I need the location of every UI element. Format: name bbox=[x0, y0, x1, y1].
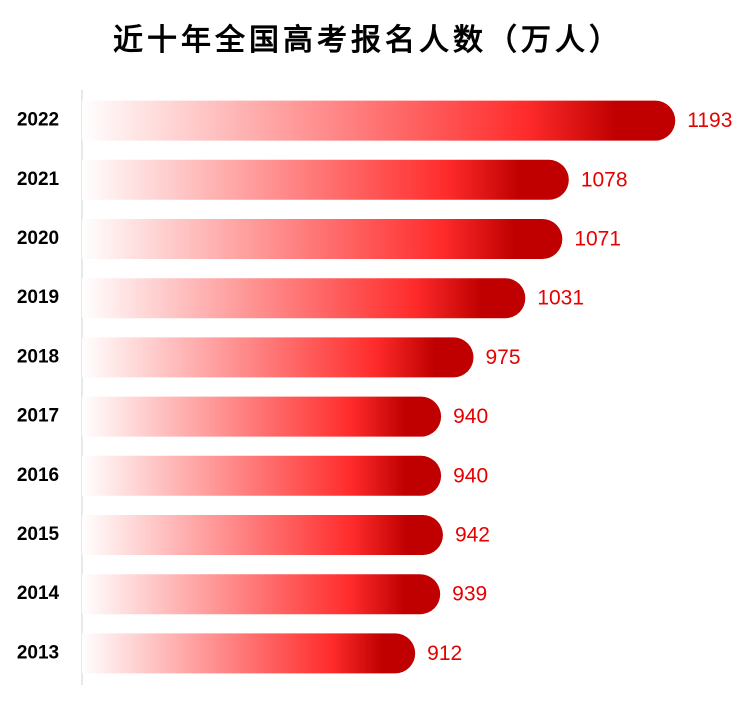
bar bbox=[82, 515, 443, 555]
data-label: 1193 bbox=[687, 109, 732, 132]
bar bbox=[82, 396, 442, 437]
bar bbox=[82, 278, 526, 319]
y-tick-label: 2021 bbox=[17, 169, 60, 190]
bar bbox=[82, 633, 416, 674]
y-tick-label: 2019 bbox=[17, 287, 59, 308]
data-label: 1071 bbox=[574, 228, 621, 251]
y-tick-label: 2017 bbox=[17, 406, 59, 427]
bar bbox=[82, 337, 474, 378]
y-tick-label: 2022 bbox=[17, 110, 59, 131]
data-label: 939 bbox=[452, 583, 487, 606]
bar bbox=[82, 219, 563, 259]
data-label: 1031 bbox=[537, 287, 584, 310]
data-label: 940 bbox=[453, 464, 488, 487]
bar bbox=[82, 574, 441, 615]
y-tick-label: 2014 bbox=[17, 583, 60, 604]
y-tick-label: 2015 bbox=[17, 524, 60, 545]
y-tick-label: 2020 bbox=[17, 228, 59, 249]
data-label: 940 bbox=[453, 405, 488, 428]
bar bbox=[82, 455, 442, 496]
bar bbox=[82, 100, 676, 141]
y-tick-label: 2016 bbox=[17, 465, 59, 486]
chart-title: 近十年全国高考报名人数（万人） bbox=[113, 23, 623, 58]
data-label: 1078 bbox=[581, 168, 628, 191]
data-label: 975 bbox=[485, 346, 520, 369]
bar bbox=[82, 159, 569, 200]
data-label: 912 bbox=[427, 642, 462, 665]
y-tick-label: 2013 bbox=[17, 642, 59, 663]
y-tick-label: 2018 bbox=[17, 346, 59, 367]
data-label: 942 bbox=[455, 524, 490, 547]
